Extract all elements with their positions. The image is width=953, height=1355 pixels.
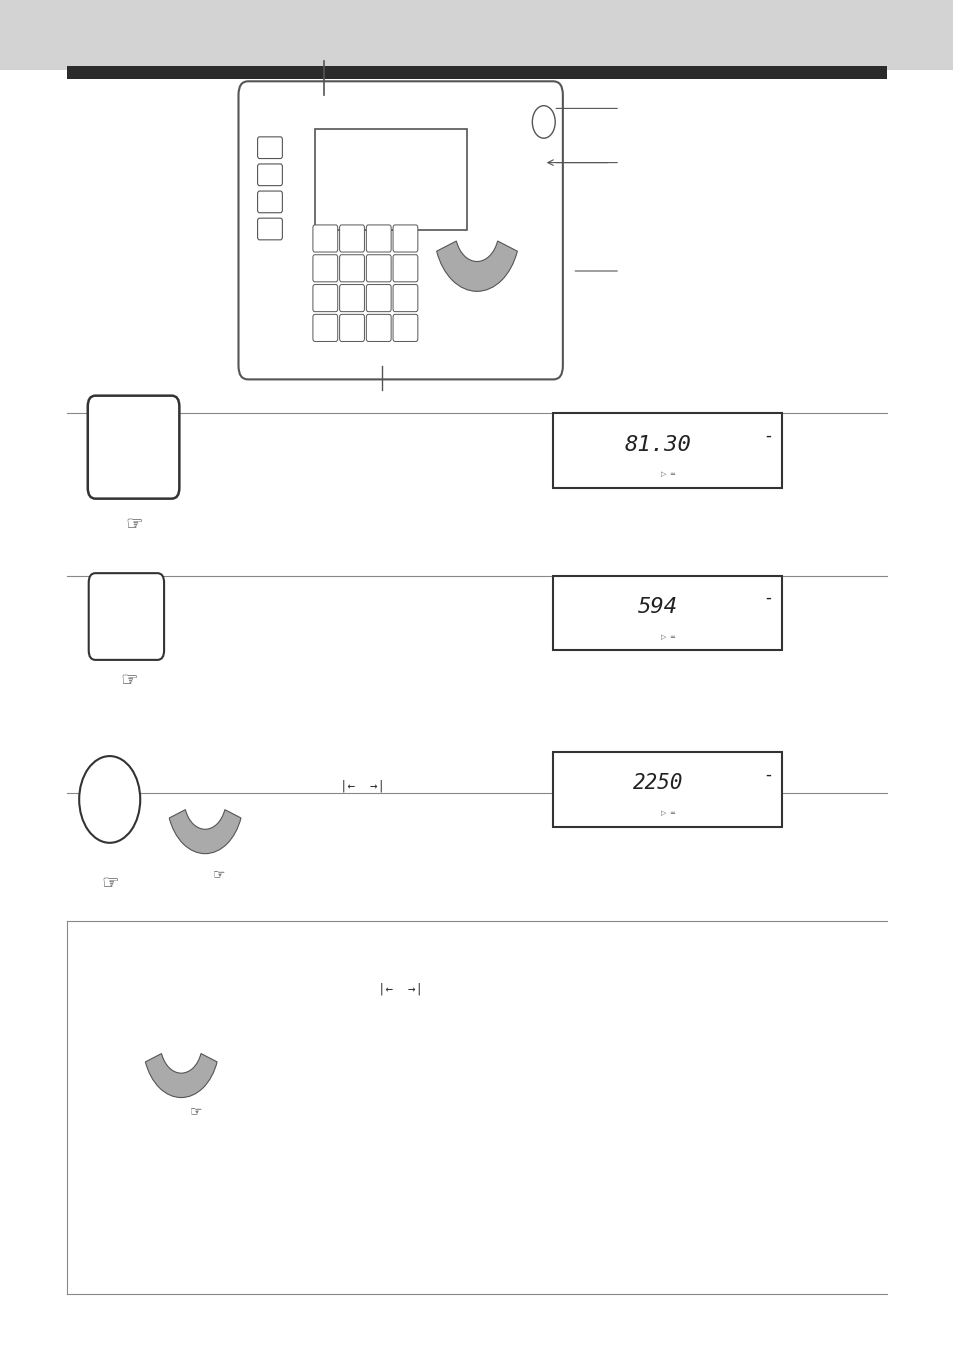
FancyBboxPatch shape — [88, 396, 179, 499]
Text: 2250: 2250 — [633, 774, 682, 793]
Text: ☞: ☞ — [189, 1104, 202, 1118]
Text: 594: 594 — [638, 598, 678, 617]
Text: -: - — [764, 766, 770, 783]
Text: ▷  ═: ▷ ═ — [660, 472, 674, 477]
FancyBboxPatch shape — [393, 255, 417, 282]
FancyBboxPatch shape — [339, 255, 364, 282]
FancyBboxPatch shape — [257, 191, 282, 213]
Text: -: - — [764, 427, 770, 444]
FancyBboxPatch shape — [313, 255, 337, 282]
FancyBboxPatch shape — [257, 218, 282, 240]
Text: ▷  ═: ▷ ═ — [660, 810, 674, 816]
FancyBboxPatch shape — [313, 225, 337, 252]
Bar — [314, 129, 467, 230]
Text: -: - — [764, 589, 770, 607]
FancyBboxPatch shape — [339, 225, 364, 252]
FancyBboxPatch shape — [257, 164, 282, 186]
Text: ▷  ═: ▷ ═ — [660, 634, 674, 640]
Bar — [0, 0, 953, 70]
FancyBboxPatch shape — [393, 285, 417, 312]
Bar — [553, 413, 781, 488]
Wedge shape — [436, 241, 517, 291]
FancyBboxPatch shape — [339, 314, 364, 341]
Bar — [67, 66, 886, 79]
Wedge shape — [145, 1054, 217, 1098]
FancyBboxPatch shape — [366, 255, 391, 282]
FancyBboxPatch shape — [238, 81, 562, 379]
Wedge shape — [169, 810, 241, 854]
FancyBboxPatch shape — [89, 573, 164, 660]
Text: ☞: ☞ — [125, 515, 142, 534]
Text: |←  →|: |← →| — [339, 779, 385, 793]
Bar — [553, 576, 781, 650]
FancyBboxPatch shape — [393, 314, 417, 341]
Bar — [553, 752, 781, 827]
FancyBboxPatch shape — [393, 225, 417, 252]
FancyBboxPatch shape — [313, 285, 337, 312]
Circle shape — [79, 756, 140, 843]
Text: |←  →|: |← →| — [377, 982, 423, 996]
Circle shape — [532, 106, 555, 138]
Text: ☞: ☞ — [213, 867, 226, 881]
FancyBboxPatch shape — [339, 285, 364, 312]
Text: 81.30: 81.30 — [624, 435, 691, 454]
FancyBboxPatch shape — [366, 285, 391, 312]
Text: ☞: ☞ — [120, 671, 137, 690]
FancyBboxPatch shape — [366, 225, 391, 252]
FancyBboxPatch shape — [257, 137, 282, 159]
FancyBboxPatch shape — [313, 314, 337, 341]
Text: ☞: ☞ — [101, 874, 118, 893]
FancyBboxPatch shape — [366, 314, 391, 341]
